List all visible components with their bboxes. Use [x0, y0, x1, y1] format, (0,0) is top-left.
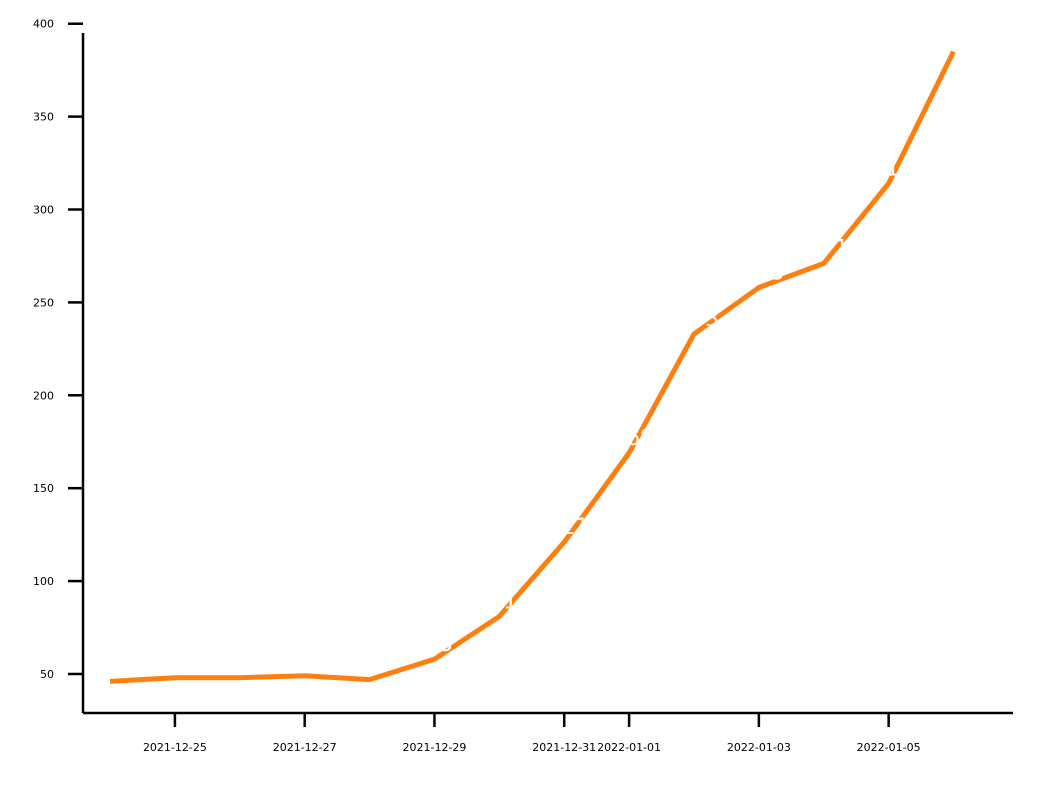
x-tick-label: 2021-12-27	[273, 741, 337, 754]
data-label: 58	[424, 632, 452, 657]
y-axis-ticks: 50 100 150 200 250 300 350 400	[33, 18, 83, 681]
x-tick-label: 2021-12-29	[402, 741, 466, 754]
x-tick-label: 2021-12-25	[143, 741, 207, 754]
y-tick-label: 250	[33, 296, 54, 309]
data-label: 314	[872, 156, 914, 181]
data-label: 121	[547, 515, 589, 540]
data-label: 81	[489, 589, 517, 614]
data-label: 233	[677, 307, 719, 332]
y-tick-label: 400	[33, 18, 54, 31]
y-tick-label: 50	[40, 668, 54, 681]
y-tick-label: 350	[33, 111, 54, 124]
plot-layer: 58 81 121 169 233 258 271 314	[109, 50, 956, 684]
x-tick-label: 2021-12-31	[532, 741, 596, 754]
series-line	[109, 50, 956, 684]
x-tick-label: 2022-01-01	[597, 741, 661, 754]
data-label: 258	[742, 261, 784, 286]
y-tick-label: 100	[33, 575, 54, 588]
x-tick-label: 2022-01-03	[727, 741, 791, 754]
y-tick-label: 300	[33, 204, 54, 217]
data-label: 169	[612, 426, 654, 451]
x-tick-label: 2022-01-05	[857, 741, 921, 754]
x-axis-ticks: 2021-12-25 2021-12-27 2021-12-29 2021-12-31…	[143, 713, 921, 754]
y-tick-label: 150	[33, 482, 54, 495]
data-label: 271	[807, 236, 849, 261]
y-tick-label: 200	[33, 389, 54, 402]
